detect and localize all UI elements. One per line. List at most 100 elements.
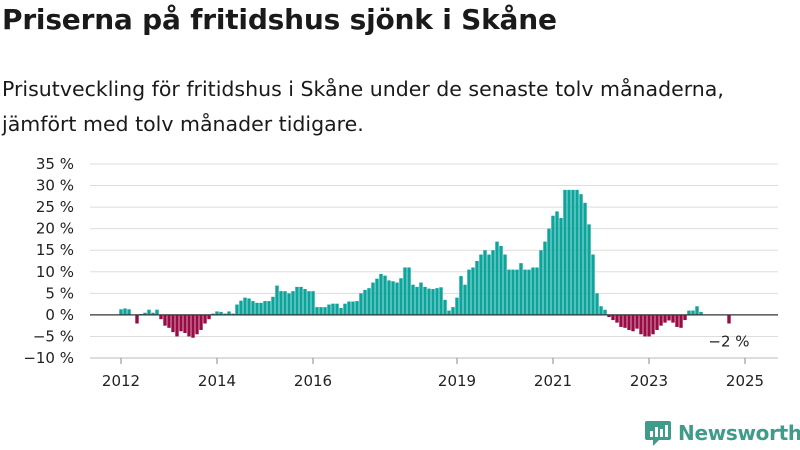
- bar: [455, 297, 459, 315]
- bar: [619, 314, 623, 327]
- bar: [575, 189, 579, 315]
- bar: [627, 314, 631, 330]
- bar: [419, 282, 423, 315]
- newsworthy-logo: Newsworthy: [644, 419, 800, 447]
- bar: [279, 291, 283, 315]
- bar: [607, 314, 611, 318]
- bar: [427, 288, 431, 315]
- bar: [651, 314, 655, 335]
- bar: [251, 301, 255, 315]
- bar: [615, 314, 619, 323]
- x-tick-label: 2025: [726, 372, 764, 390]
- bar: [443, 299, 447, 315]
- bar: [395, 282, 399, 315]
- bar: [431, 289, 435, 315]
- bar: [155, 309, 159, 315]
- bar: [631, 314, 635, 332]
- bar: [543, 241, 547, 315]
- bar: [503, 254, 507, 315]
- bar: [635, 314, 639, 329]
- bar: [303, 289, 307, 315]
- bar: [407, 267, 411, 315]
- bar: [415, 286, 419, 315]
- bar: [223, 313, 227, 315]
- bar: [151, 312, 155, 315]
- bar: [527, 269, 531, 315]
- bar: [247, 298, 251, 315]
- bar: [171, 314, 175, 333]
- bar: [255, 302, 259, 315]
- bar: [347, 301, 351, 315]
- bar: [523, 269, 527, 315]
- bar: [243, 297, 247, 315]
- bar: [311, 291, 315, 315]
- bar: [671, 314, 675, 323]
- y-tick-label: 5 %: [45, 284, 74, 302]
- bar: [367, 288, 371, 315]
- y-tick-label: −5 %: [33, 327, 74, 345]
- bar: [143, 312, 147, 315]
- x-tick-label: 2019: [438, 372, 476, 390]
- bar: [275, 285, 279, 315]
- bar: [323, 307, 327, 315]
- bar: [147, 309, 151, 315]
- bar: [263, 301, 267, 315]
- y-tick-label: 0 %: [45, 306, 74, 324]
- bar: [567, 189, 571, 315]
- bar: [319, 307, 323, 315]
- bar: [451, 307, 455, 315]
- bar: [335, 303, 339, 315]
- bar: [215, 311, 219, 315]
- bar: [463, 284, 467, 315]
- bar: [479, 254, 483, 315]
- bar: [387, 280, 391, 315]
- bar: [551, 215, 555, 315]
- bar: [639, 314, 643, 335]
- bar: [447, 310, 451, 315]
- bar: [667, 314, 671, 321]
- bar: [159, 314, 163, 320]
- bar: [487, 254, 491, 315]
- bar: [539, 250, 543, 315]
- bar: [127, 309, 131, 315]
- y-tick-label: 25 %: [36, 198, 74, 216]
- bar: [187, 314, 191, 337]
- bar: [259, 302, 263, 315]
- bar: [163, 314, 167, 326]
- y-tick-label: 30 %: [36, 177, 74, 195]
- bar: [227, 311, 231, 315]
- bar: [199, 314, 203, 330]
- bar: [119, 309, 123, 315]
- bar: [383, 275, 387, 315]
- bar: [643, 314, 647, 337]
- bar: [599, 306, 603, 315]
- bar: [339, 307, 343, 315]
- bar: [571, 189, 575, 315]
- bar: [675, 314, 679, 327]
- bar: [515, 269, 519, 315]
- bar: [235, 304, 239, 315]
- bar: [423, 286, 427, 315]
- bar: [475, 261, 479, 315]
- bar: [587, 224, 591, 315]
- bar: [203, 314, 207, 324]
- bar: [175, 314, 179, 337]
- bar: [647, 314, 651, 337]
- bar: [371, 282, 375, 315]
- bar: [695, 306, 699, 315]
- bar: [559, 217, 563, 315]
- bar: [291, 291, 295, 315]
- bar: [583, 202, 587, 315]
- bar: [595, 293, 599, 315]
- bar: [687, 310, 691, 315]
- bar: [663, 314, 667, 323]
- bar: [699, 311, 703, 315]
- bar: [299, 286, 303, 315]
- bar: [359, 293, 363, 315]
- bar: [555, 211, 559, 315]
- labels: 35 % 30 % 25 % 20 % 15 % 10 % 5 % 0 % −5 % −10 % 2…: [23, 155, 764, 390]
- bar: [511, 269, 515, 315]
- bar: [591, 254, 595, 315]
- last-value-label: −2 %: [708, 332, 749, 350]
